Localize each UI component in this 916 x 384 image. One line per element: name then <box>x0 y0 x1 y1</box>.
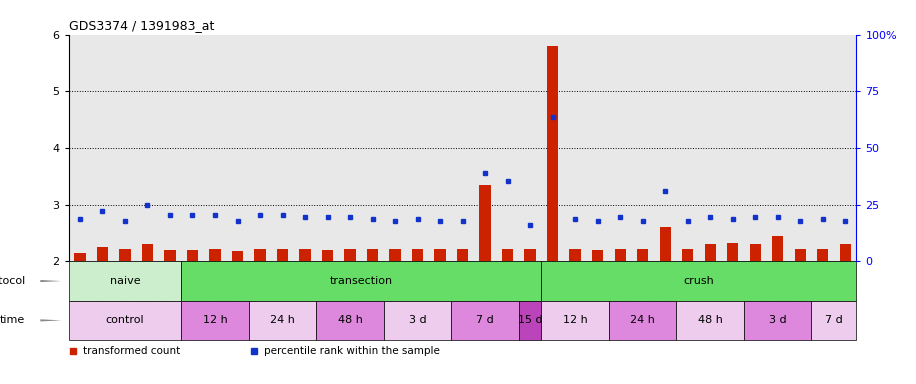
Text: percentile rank within the sample: percentile rank within the sample <box>264 346 440 356</box>
Bar <box>434 249 446 262</box>
Bar <box>704 244 715 262</box>
Bar <box>518 301 541 340</box>
Bar <box>389 249 400 262</box>
Polygon shape <box>40 280 61 282</box>
Bar <box>727 243 738 262</box>
Bar <box>840 244 851 262</box>
Bar <box>367 249 378 262</box>
Bar <box>794 249 806 262</box>
Bar <box>249 301 316 340</box>
Bar <box>210 249 221 262</box>
Bar <box>479 185 491 262</box>
Text: 3 d: 3 d <box>409 315 426 325</box>
Bar <box>637 249 649 262</box>
Text: 7 d: 7 d <box>825 315 843 325</box>
Bar <box>119 249 131 262</box>
Bar <box>592 250 604 262</box>
Text: 12 h: 12 h <box>202 315 227 325</box>
Text: crush: crush <box>683 276 714 286</box>
Bar <box>181 262 541 301</box>
Bar <box>300 249 311 262</box>
Text: 48 h: 48 h <box>698 315 723 325</box>
Bar <box>609 301 676 340</box>
Text: GDS3374 / 1391983_at: GDS3374 / 1391983_at <box>69 19 214 32</box>
Bar <box>615 249 626 262</box>
Bar <box>812 301 856 340</box>
Bar <box>69 262 181 301</box>
Bar <box>547 46 558 262</box>
Bar <box>74 253 85 262</box>
Bar <box>682 249 693 262</box>
Bar <box>457 249 468 262</box>
Bar <box>277 249 289 262</box>
Bar <box>502 249 513 262</box>
Text: 24 h: 24 h <box>630 315 655 325</box>
Text: protocol: protocol <box>0 276 26 286</box>
Bar <box>69 301 181 340</box>
Bar <box>384 301 452 340</box>
Text: control: control <box>105 315 145 325</box>
Bar <box>525 249 536 262</box>
Bar <box>344 249 355 262</box>
Text: time: time <box>0 315 26 325</box>
Bar <box>97 247 108 262</box>
Text: 7 d: 7 d <box>476 315 494 325</box>
Text: 3 d: 3 d <box>769 315 787 325</box>
Bar <box>164 250 176 262</box>
Bar <box>232 251 243 262</box>
Bar <box>749 244 761 262</box>
Bar <box>412 249 423 262</box>
Bar <box>541 301 609 340</box>
Text: 48 h: 48 h <box>338 315 363 325</box>
Text: transection: transection <box>330 276 393 286</box>
Bar <box>452 301 518 340</box>
Bar <box>255 249 266 262</box>
Text: transformed count: transformed count <box>82 346 180 356</box>
Bar <box>570 249 581 262</box>
Bar <box>142 244 153 262</box>
Bar <box>181 301 249 340</box>
Bar <box>744 301 812 340</box>
Text: 15 d: 15 d <box>518 315 542 325</box>
Bar <box>817 249 828 262</box>
Bar <box>316 301 384 340</box>
Text: 12 h: 12 h <box>562 315 587 325</box>
Bar <box>772 236 783 262</box>
Polygon shape <box>40 319 61 321</box>
Text: naive: naive <box>110 276 140 286</box>
Bar <box>187 250 198 262</box>
Bar <box>541 262 856 301</box>
Bar <box>322 250 333 262</box>
Text: 24 h: 24 h <box>270 315 295 325</box>
Bar <box>660 227 671 262</box>
Bar <box>676 301 744 340</box>
